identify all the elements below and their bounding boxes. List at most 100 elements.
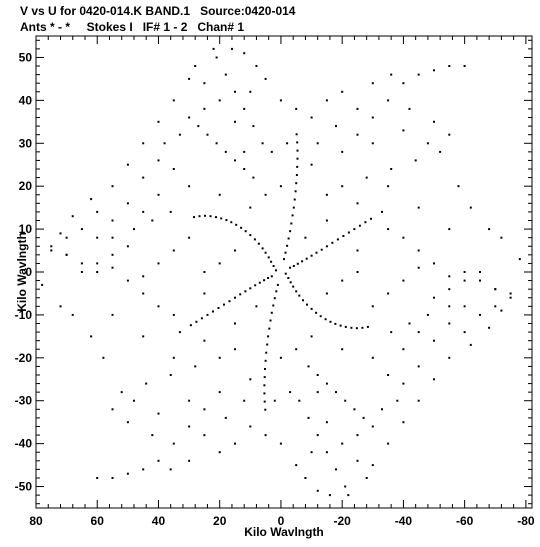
data-point <box>178 331 181 334</box>
data-point <box>341 279 344 282</box>
data-point <box>239 293 242 296</box>
data-point <box>275 269 277 272</box>
data-point <box>203 434 206 437</box>
data-point <box>307 365 310 368</box>
data-point <box>257 242 260 245</box>
data-point <box>463 271 466 273</box>
data-point <box>235 223 238 226</box>
data-point <box>263 400 266 403</box>
data-point <box>279 99 282 102</box>
chart-subtitle: Ants * - * Stokes I IF# 1 - 2 Chan# 1 <box>20 20 245 34</box>
data-point <box>224 150 227 153</box>
data-point <box>316 489 319 492</box>
data-point <box>433 69 435 72</box>
data-point <box>347 494 350 497</box>
data-point <box>151 219 154 222</box>
data-point <box>267 277 270 279</box>
data-point <box>301 260 304 263</box>
data-point <box>234 159 236 162</box>
x-tick-label: 60 <box>91 514 105 528</box>
data-point <box>448 275 451 278</box>
data-point <box>341 90 344 93</box>
data-point <box>371 425 374 428</box>
data-point <box>133 228 135 231</box>
data-point <box>463 65 466 67</box>
data-point <box>448 65 451 67</box>
data-point <box>126 202 129 205</box>
x-tick-label: -80 <box>517 514 535 528</box>
data-point <box>344 485 347 488</box>
data-point <box>266 343 269 346</box>
data-point <box>252 176 255 179</box>
data-point <box>310 451 313 454</box>
data-point <box>90 198 93 201</box>
data-point <box>390 73 393 76</box>
data-point <box>243 107 246 110</box>
data-point <box>234 249 236 252</box>
data-point <box>433 120 435 123</box>
data-point <box>356 459 359 462</box>
data-point <box>344 325 347 328</box>
data-point <box>315 311 318 314</box>
data-point <box>339 324 342 327</box>
data-point <box>417 206 420 209</box>
data-point <box>325 219 328 222</box>
data-point <box>270 311 273 314</box>
data-point <box>273 297 276 300</box>
data-point <box>296 141 299 144</box>
data-point <box>249 90 252 93</box>
data-point <box>111 266 114 269</box>
data-point <box>96 477 99 479</box>
data-point <box>65 253 68 256</box>
data-point <box>243 52 246 55</box>
data-point <box>151 434 154 437</box>
data-point <box>355 327 358 330</box>
data-point <box>296 149 299 152</box>
data-point <box>365 477 368 479</box>
data-point <box>362 416 365 419</box>
data-point <box>286 244 289 247</box>
data-point <box>111 313 114 316</box>
data-point <box>234 120 236 123</box>
data-point <box>302 299 304 302</box>
data-point <box>265 351 268 354</box>
data-point <box>335 391 337 394</box>
data-point <box>334 322 337 325</box>
data-point <box>305 257 308 260</box>
y-tick-label: -40 <box>15 437 33 451</box>
x-tick-label: 0 <box>278 514 285 528</box>
data-point <box>463 279 466 282</box>
data-point <box>264 408 267 411</box>
data-point <box>439 150 442 153</box>
data-point <box>365 176 368 179</box>
data-point <box>448 322 451 325</box>
y-tick-label: 50 <box>19 50 33 64</box>
data-point <box>295 174 298 176</box>
data-point <box>71 215 74 218</box>
data-point <box>381 408 383 411</box>
y-tick-label: 30 <box>19 136 33 150</box>
data-point <box>203 82 206 85</box>
data-point <box>292 206 295 209</box>
data-point <box>371 82 374 85</box>
data-point <box>157 412 160 415</box>
data-point <box>325 245 328 248</box>
data-point <box>102 356 105 359</box>
data-point <box>324 318 327 321</box>
y-tick-label: -30 <box>15 394 33 408</box>
data-point <box>270 260 273 263</box>
data-point <box>296 157 299 160</box>
data-point <box>387 442 390 445</box>
data-point <box>253 238 256 241</box>
data-point <box>356 133 359 136</box>
data-point <box>215 142 218 145</box>
data-point <box>325 292 328 295</box>
data-point <box>325 193 328 196</box>
data-point <box>71 313 74 316</box>
data-point <box>133 399 135 402</box>
data-point <box>96 210 99 213</box>
data-point <box>279 356 282 359</box>
data-point <box>188 116 191 119</box>
data-point <box>371 464 374 467</box>
data-point <box>96 262 99 265</box>
